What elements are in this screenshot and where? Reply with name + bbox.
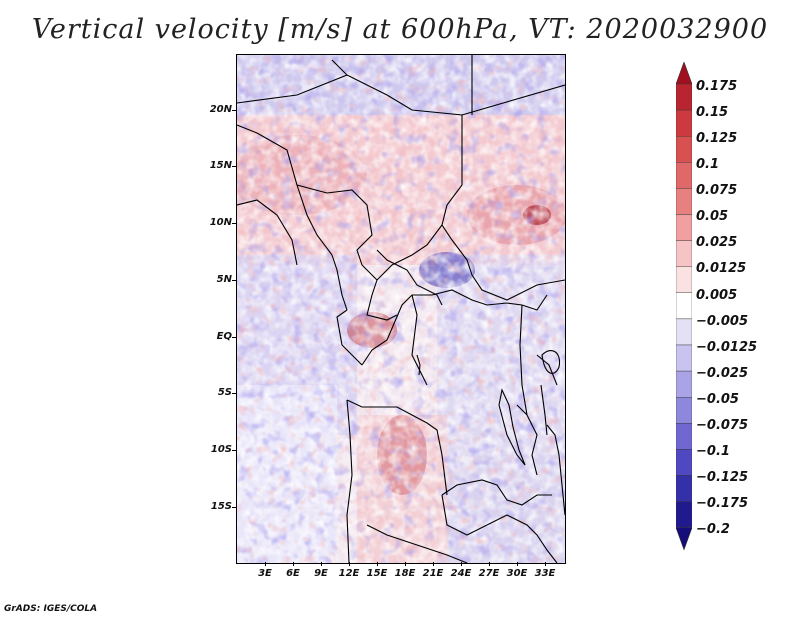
- lat-label-15s: 15S: [210, 501, 232, 512]
- lon-label-21e: 21E: [422, 568, 444, 579]
- colorbar-label: 0.075: [696, 183, 738, 198]
- lat-label-eq: EQ: [216, 331, 232, 342]
- lon-tick: [517, 562, 518, 566]
- grads-credit: GrADS: IGES/COLA: [4, 604, 98, 614]
- lat-tick: [232, 280, 236, 281]
- colorbar-label: 0.05: [696, 209, 729, 224]
- colorbar-label: −0.1: [696, 444, 730, 459]
- lat-tick: [232, 166, 236, 167]
- colorbar: [676, 62, 692, 551]
- lon-label-6e: 6E: [286, 568, 300, 579]
- lon-label-3e: 3E: [258, 568, 272, 579]
- colorbar-label: −0.125: [696, 470, 749, 485]
- lon-tick: [349, 562, 350, 566]
- lon-tick: [489, 562, 490, 566]
- lon-tick: [433, 562, 434, 566]
- colorbar-label: 0.025: [696, 235, 738, 250]
- colorbar-segment: [676, 475, 692, 502]
- colorbar-label: −0.05: [696, 392, 739, 407]
- colorbar-segment: [676, 449, 692, 476]
- lat-label-20n: 20N: [209, 104, 232, 115]
- lon-label-9e: 9E: [314, 568, 328, 579]
- colorbar-segment: [676, 397, 692, 424]
- lat-label-10n: 10N: [209, 217, 232, 228]
- colorbar-segment: [676, 109, 692, 137]
- colorbar-segment: [676, 188, 692, 215]
- colorbar-label: 0.125: [696, 131, 738, 146]
- lat-tick: [232, 450, 236, 451]
- colorbar-top-arrow: [676, 62, 692, 85]
- lat-label-10s: 10S: [210, 444, 232, 455]
- lon-tick: [377, 562, 378, 566]
- colorbar-bottom-arrow: [676, 527, 692, 551]
- lat-tick: [232, 110, 236, 111]
- colorbar-label: 0.0125: [696, 261, 747, 276]
- colorbar-label: −0.075: [696, 418, 749, 433]
- colorbar-label: 0.005: [696, 288, 738, 303]
- colorbar-segment: [676, 370, 692, 398]
- colorbar-segment: [676, 135, 692, 163]
- lat-label-5n: 5N: [216, 274, 232, 285]
- colorbar-label: −0.0125: [696, 340, 758, 355]
- lat-tick: [232, 223, 236, 224]
- colorbar-segment: [676, 501, 692, 528]
- lat-tick: [232, 337, 236, 338]
- lon-label-27e: 27E: [478, 568, 500, 579]
- lon-label-33e: 33E: [534, 568, 556, 579]
- colorbar-segment: [676, 266, 692, 293]
- lon-tick: [321, 562, 322, 566]
- lon-tick: [405, 562, 406, 566]
- lon-tick: [265, 562, 266, 566]
- colorbar-label: 0.175: [696, 79, 738, 94]
- lon-tick: [545, 562, 546, 566]
- vertical-velocity-map: [237, 55, 565, 563]
- colorbar-label: −0.2: [696, 522, 730, 537]
- lon-tick: [461, 562, 462, 566]
- colorbar-label: 0.15: [696, 105, 729, 120]
- colorbar-segment: [676, 318, 692, 346]
- lon-label-12e: 12E: [338, 568, 360, 579]
- lat-label-5s: 5S: [217, 387, 232, 398]
- colorbar-segment: [676, 344, 692, 372]
- lat-tick: [232, 507, 236, 508]
- map-panel: [236, 54, 566, 564]
- lon-label-24e: 24E: [450, 568, 472, 579]
- chart-title: Vertical velocity [m/s] at 600hPa, VT: 2…: [31, 14, 769, 45]
- colorbar-label: −0.005: [696, 314, 749, 329]
- colorbar-segment: [676, 292, 692, 320]
- colorbar-label: −0.025: [696, 366, 749, 381]
- colorbar-segment: [676, 83, 692, 111]
- lon-label-15e: 15E: [366, 568, 388, 579]
- colorbar-segment: [676, 240, 692, 267]
- lon-label-30e: 30E: [506, 568, 528, 579]
- lat-label-15n: 15N: [209, 160, 232, 171]
- lon-label-18e: 18E: [394, 568, 416, 579]
- colorbar-segment: [676, 162, 692, 189]
- colorbar-segment: [676, 423, 692, 450]
- colorbar-label: 0.1: [696, 157, 720, 172]
- colorbar-label: −0.175: [696, 496, 749, 511]
- lat-tick: [232, 393, 236, 394]
- lon-tick: [293, 562, 294, 566]
- colorbar-segment: [676, 214, 692, 241]
